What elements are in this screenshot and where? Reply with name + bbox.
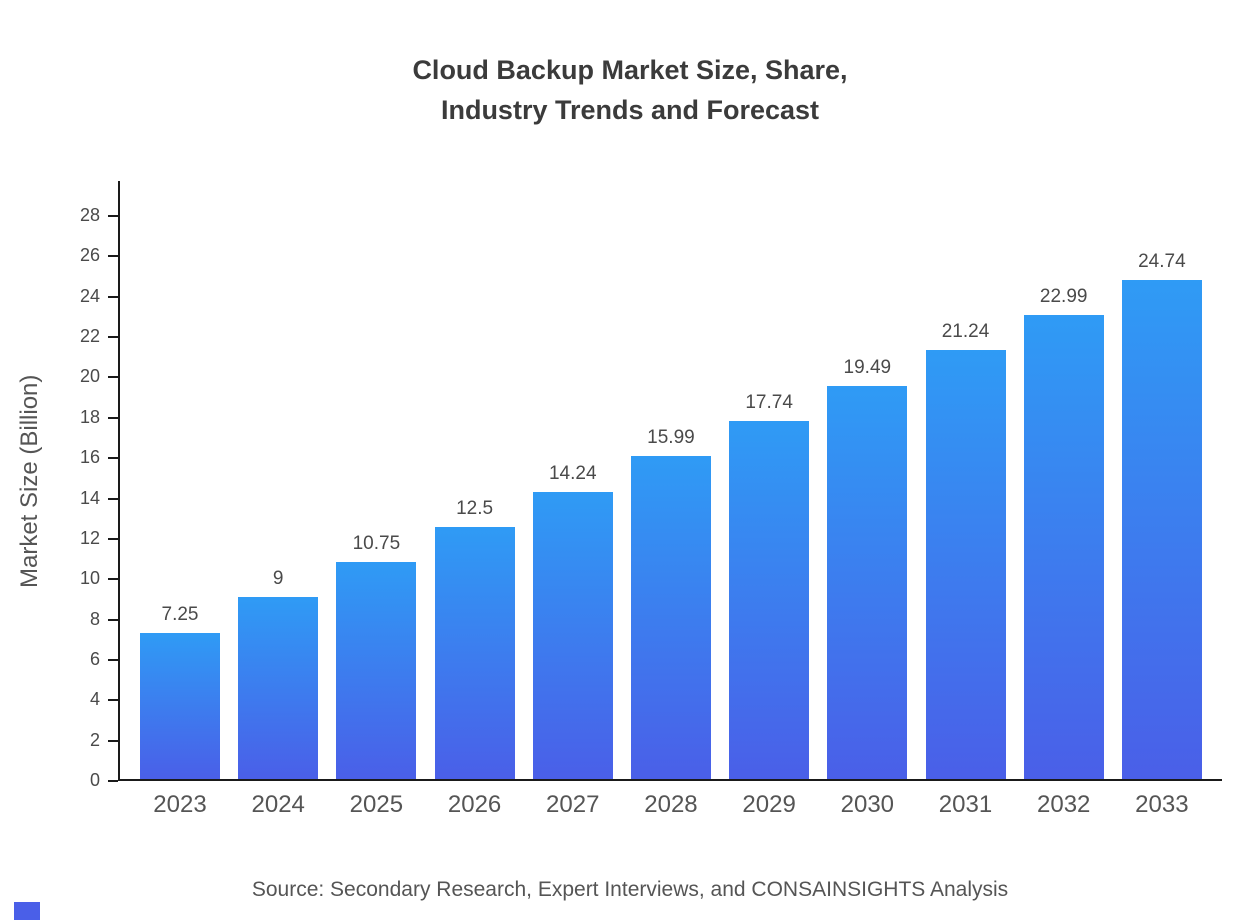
y-tick [108, 497, 118, 500]
bar-column: 9 2024 [238, 568, 319, 818]
bar-value-label: 17.74 [745, 392, 793, 414]
y-tick [108, 578, 118, 581]
y-axis-label: Market Size (Billion) [16, 374, 43, 588]
y-tick-label: 22 [79, 326, 100, 347]
x-tick-label: 2029 [742, 791, 796, 818]
y-tick [108, 295, 118, 298]
bar-column: 12.5 2026 [434, 497, 515, 818]
y-tick-label: 10 [79, 568, 100, 589]
bar [827, 385, 908, 779]
bar-value-label: 24.74 [1138, 250, 1186, 272]
bar-value-label: 19.49 [843, 356, 892, 378]
source-note: Source: Secondary Research, Expert Inter… [251, 878, 1009, 901]
bar-value-label: 12.5 [456, 497, 494, 519]
bar-column: 22.99 2032 [1023, 286, 1104, 818]
y-tick [108, 255, 118, 258]
bar-column: 19.49 2030 [827, 356, 908, 818]
y-tick [108, 537, 118, 540]
x-tick-label: 2023 [153, 791, 207, 818]
x-tick-label: 2031 [938, 791, 993, 818]
bar-column: 24.74 2033 [1121, 250, 1202, 818]
bar-column: 17.74 2029 [729, 392, 810, 818]
bar [729, 421, 810, 779]
chart-title: Cloud Backup Market Size, Share, Industr… [0, 50, 1260, 130]
bar-column: 21.24 2031 [925, 321, 1006, 818]
y-tick [108, 658, 118, 661]
x-axis-line [118, 779, 1222, 781]
bar-column: 14.24 2027 [532, 462, 613, 818]
bar [140, 632, 220, 779]
y-tick-label: 26 [79, 245, 100, 266]
x-tick-label: 2030 [840, 791, 895, 818]
y-tick [108, 457, 118, 460]
bar-value-label: 14.24 [548, 462, 597, 484]
bar-column: 7.25 2023 [140, 603, 220, 818]
x-tick-label: 2032 [1036, 791, 1091, 818]
y-tick [108, 376, 118, 379]
y-axis-line [118, 181, 120, 781]
y-tick [108, 699, 118, 702]
y-tick-label: 6 [89, 648, 100, 669]
y-tick-label: 20 [79, 366, 100, 387]
bar [434, 526, 515, 779]
bar [630, 456, 711, 779]
y-tick-label: 24 [79, 285, 100, 306]
bar-value-label: 15.99 [647, 427, 695, 449]
y-tick-label: 16 [79, 447, 100, 468]
bar-column: 10.75 2025 [336, 533, 417, 818]
x-tick-label: 2024 [251, 791, 305, 818]
chart-title-line2: Industry Trends and Forecast [440, 95, 820, 125]
y-tick [108, 215, 118, 217]
bar-value-label: 10.75 [352, 533, 401, 555]
y-tick [108, 416, 118, 419]
bar [532, 491, 613, 779]
y-tick [108, 336, 118, 339]
plot-area: 7.25 2023 9 2024 10.75 2025 12.5 2026 14.24 2027 1… [80, 181, 1222, 818]
x-tick-label: 2028 [644, 791, 698, 818]
logo-mark [14, 902, 40, 920]
bars-container: 7.25 2023 9 2024 10.75 2025 12.5 2026 14.24 2027 1… [120, 250, 1222, 818]
x-tick-label: 2033 [1135, 791, 1189, 818]
x-tick-label: 2025 [349, 791, 404, 818]
y-tick [108, 618, 118, 621]
y-tick-label: 2 [89, 729, 100, 750]
bar-value-label: 21.24 [941, 321, 990, 343]
bar [1023, 315, 1104, 779]
y-tick [108, 739, 118, 742]
y-tick-label: 12 [79, 527, 100, 548]
bar [925, 350, 1006, 779]
x-tick-label: 2026 [447, 791, 502, 818]
bar-value-label: 9 [272, 568, 284, 590]
bar-value-label: 22.99 [1039, 286, 1088, 308]
bar [1121, 279, 1202, 779]
y-tick-label: 18 [79, 406, 100, 427]
bar [336, 562, 417, 779]
x-tick-label: 2027 [546, 791, 600, 818]
y-tick [108, 780, 118, 782]
y-tick-label: 14 [79, 487, 100, 508]
y-tick-label: 0 [89, 770, 100, 790]
bar-column: 15.99 2028 [630, 427, 711, 818]
bar [238, 597, 319, 779]
y-tick-label: 8 [89, 608, 100, 629]
bar-value-label: 7.25 [161, 603, 199, 625]
chart-title-line1: Cloud Backup Market Size, Share, [412, 55, 848, 85]
y-tick-label: 4 [89, 689, 100, 710]
y-tick-label: 28 [79, 205, 100, 225]
